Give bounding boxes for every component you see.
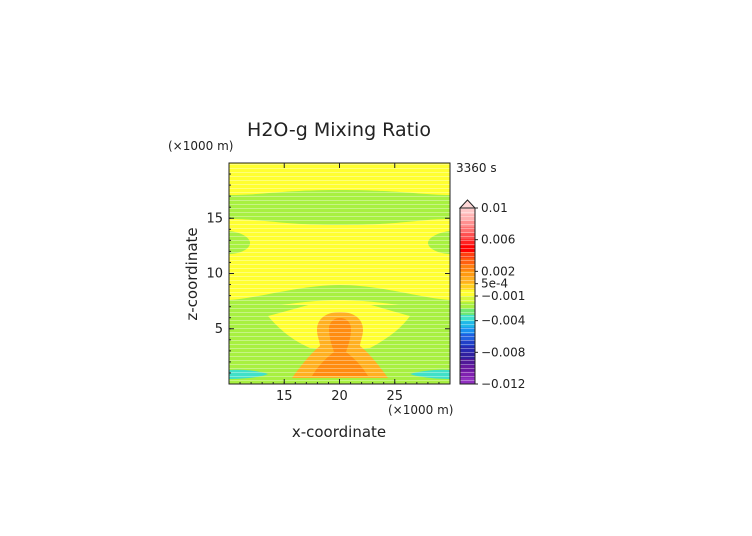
x-axis-title: x-coordinate	[292, 423, 386, 441]
colorbar-hatching	[460, 208, 475, 384]
y-tick-label: 15	[206, 211, 223, 226]
axes-group: 15 20 25 5 10 15	[206, 162, 451, 404]
x-tick-label: 15	[276, 389, 293, 404]
colorbar-label: −0.012	[481, 377, 525, 391]
x-tick-label: 25	[386, 389, 403, 404]
time-label: 3360 s	[456, 161, 497, 175]
y-tick-label: 10	[206, 267, 223, 282]
colorbar-label: 0.01	[481, 201, 508, 215]
colorbar-extend-triangle	[458, 199, 477, 209]
plot-area	[229, 163, 450, 384]
x-unit-label: (×1000 m)	[388, 403, 453, 417]
colorbar-label: 5e-4	[481, 277, 508, 291]
colorbar-label: −0.001	[481, 289, 525, 303]
y-unit-label: (×1000 m)	[168, 139, 233, 153]
x-tick-label: 20	[331, 389, 348, 404]
chart-title: H2O-g Mixing Ratio	[247, 119, 431, 141]
colorbar-label: −0.004	[481, 314, 525, 328]
colorbar-label: −0.008	[481, 345, 525, 359]
colorbar-label: 0.002	[481, 264, 515, 278]
y-tick-label: 5	[215, 322, 223, 337]
field-hatching	[229, 163, 450, 384]
colorbar-label: 0.006	[481, 233, 515, 247]
y-axis-title: z-coordinate	[183, 227, 201, 320]
